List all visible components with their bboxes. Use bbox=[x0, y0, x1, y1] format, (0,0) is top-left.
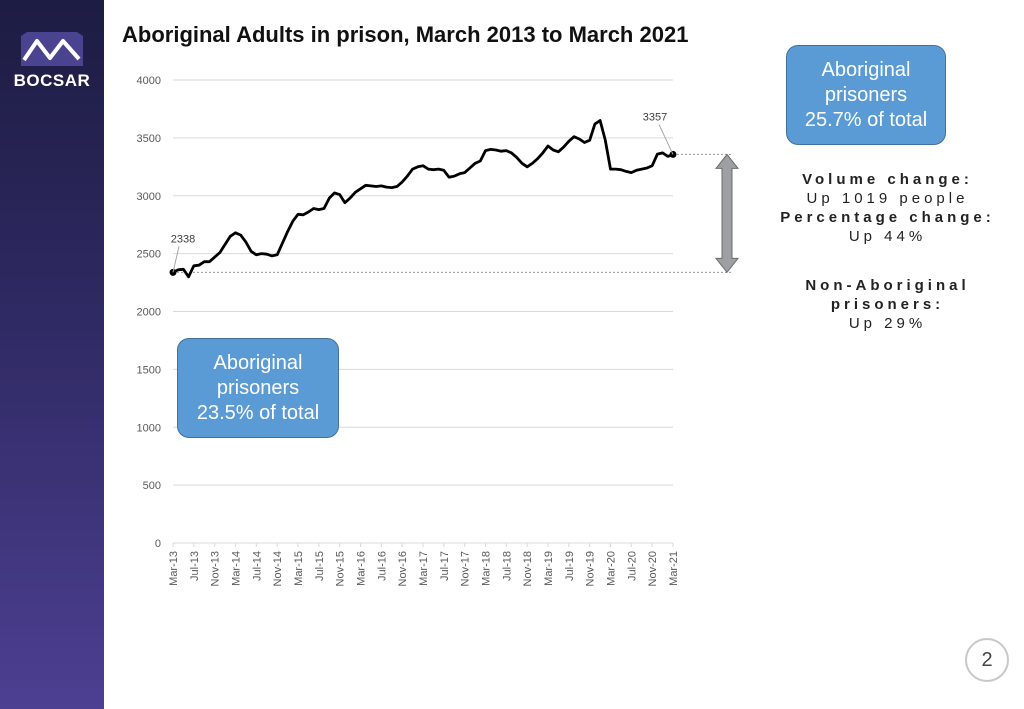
bocsar-logo-icon bbox=[21, 32, 83, 66]
y-tick-label-1000: 1000 bbox=[137, 422, 161, 434]
line-chart: 0 500 1000 1500 2000 2500 3000 3500 4000 Mar-13 J… bbox=[137, 75, 740, 586]
series-line bbox=[172, 119, 674, 279]
x-tick-label-Mar-19: Mar-19 bbox=[543, 551, 555, 586]
x-tick-label-Nov-14: Nov-14 bbox=[272, 551, 284, 586]
x-tick-label-Mar-16: Mar-16 bbox=[356, 551, 368, 586]
callout-start-line2: prisoners bbox=[216, 376, 300, 399]
callout-end-line2: prisoners bbox=[824, 83, 908, 106]
callout-end-line3: 25.7% of total bbox=[804, 108, 928, 131]
y-tick-label-2000: 2000 bbox=[137, 307, 161, 319]
x-tick-label-Jul-13: Jul-13 bbox=[189, 551, 201, 581]
callout-end-share: Aboriginal prisoners 25.7% of total bbox=[786, 45, 946, 145]
data-label-2338: 2338 bbox=[171, 233, 195, 245]
sidebar: BOCSAR bbox=[0, 0, 104, 709]
x-tick-label-Nov-19: Nov-19 bbox=[585, 551, 597, 586]
y-tick-label-500: 500 bbox=[143, 480, 161, 492]
x-tick-label-Jul-15: Jul-15 bbox=[314, 551, 326, 581]
callout-start-line1: Aboriginal bbox=[213, 351, 303, 374]
percentage-change-label: Percentage change: bbox=[780, 209, 995, 226]
non-aboriginal-label-1: Non-Aboriginal bbox=[805, 277, 970, 294]
annotation-leader-3357 bbox=[658, 124, 674, 155]
page-number: 2 bbox=[965, 638, 1009, 682]
y-tick-label-3500: 3500 bbox=[137, 133, 161, 145]
y-tick-label-2500: 2500 bbox=[137, 249, 161, 261]
y-tick-label-4000: 4000 bbox=[137, 75, 161, 87]
x-tick-label-Jul-19: Jul-19 bbox=[564, 551, 576, 581]
annotation-leader-2338 bbox=[172, 246, 180, 273]
x-tick-label-Jul-20: Jul-20 bbox=[626, 551, 638, 581]
callout-end-line1: Aboriginal bbox=[821, 58, 911, 81]
x-tick-label-Mar-14: Mar-14 bbox=[231, 551, 243, 586]
non-aboriginal-label-2: prisoners: bbox=[830, 296, 945, 313]
volume-change-label: Volume change: bbox=[802, 171, 973, 188]
x-tick-label-Jul-14: Jul-14 bbox=[251, 551, 263, 581]
callout-start-line3: 23.5% of total bbox=[196, 401, 320, 424]
y-tick-label-3000: 3000 bbox=[137, 191, 161, 203]
x-tick-label-Nov-18: Nov-18 bbox=[522, 551, 534, 586]
callout-start-share: Aboriginal prisoners 23.5% of total bbox=[177, 338, 339, 438]
data-label-3357: 3357 bbox=[643, 111, 667, 123]
change-arrow-icon bbox=[714, 153, 740, 274]
page-title: Aboriginal Adults in prison, March 2013 … bbox=[122, 22, 689, 47]
y-tick-label-0: 0 bbox=[155, 538, 161, 550]
x-tick-label-Mar-17: Mar-17 bbox=[418, 551, 430, 586]
x-tick-label-Nov-15: Nov-15 bbox=[335, 551, 347, 586]
percentage-change-value: Up 44% bbox=[848, 228, 927, 245]
x-tick-label-Jul-18: Jul-18 bbox=[501, 551, 513, 581]
x-tick-label-Mar-18: Mar-18 bbox=[481, 551, 493, 586]
y-tick-label-1500: 1500 bbox=[137, 364, 161, 376]
x-tick-label-Jul-16: Jul-16 bbox=[376, 551, 388, 581]
non-aboriginal-value: Up 29% bbox=[848, 315, 927, 332]
volume-change-value: Up 1019 people bbox=[806, 190, 969, 207]
x-tick-label-Mar-13: Mar-13 bbox=[168, 551, 180, 586]
x-tick-label-Nov-20: Nov-20 bbox=[647, 551, 659, 586]
x-tick-label-Mar-15: Mar-15 bbox=[293, 551, 305, 586]
change-summary: Volume change: Up 1019 people Percentage… bbox=[760, 170, 1015, 333]
x-tick-label-Jul-17: Jul-17 bbox=[439, 551, 451, 581]
x-tick-label-Nov-13: Nov-13 bbox=[210, 551, 222, 586]
x-tick-label-Nov-16: Nov-16 bbox=[397, 551, 409, 586]
x-tick-label-Mar-20: Mar-20 bbox=[606, 551, 618, 586]
brand-name: BOCSAR bbox=[13, 71, 91, 90]
x-tick-label-Nov-17: Nov-17 bbox=[460, 551, 472, 586]
x-tick-label-Mar-21: Mar-21 bbox=[668, 551, 680, 586]
